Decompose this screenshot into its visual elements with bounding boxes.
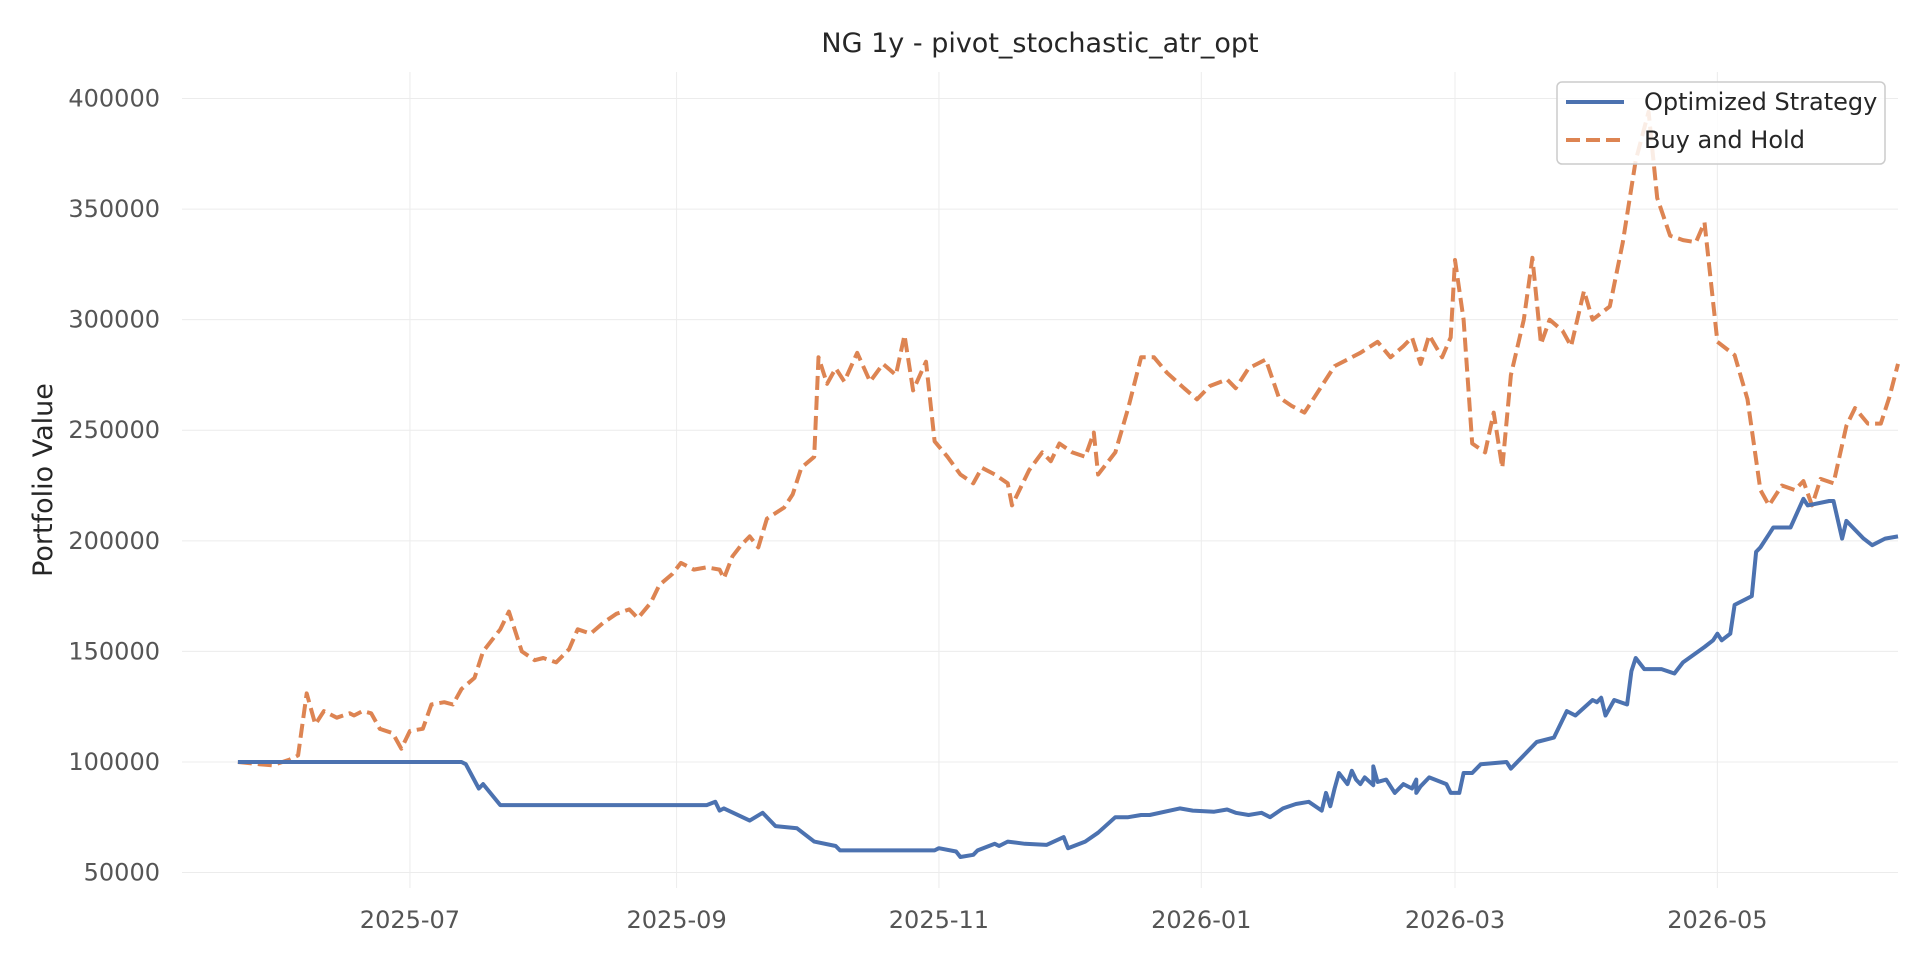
y-tick-label: 400000 [68, 85, 160, 113]
y-tick-label: 250000 [68, 416, 160, 444]
legend-label-optimized-strategy: Optimized Strategy [1644, 88, 1877, 116]
legend-frame [1556, 81, 1886, 165]
x-gridlines [409, 72, 1718, 888]
y-axis-label: Portfolio Value [28, 383, 59, 577]
legend-label-buy-and-hold: Buy and Hold [1644, 126, 1805, 154]
x-tick-label: 2025-09 [626, 906, 726, 934]
x-tick-label: 2025-11 [889, 906, 989, 934]
x-tick-label: 2026-05 [1667, 906, 1767, 934]
y-gridlines [182, 98, 1898, 874]
series-line-optimized-strategy [237, 496, 1899, 859]
y-tick-label: 50000 [84, 859, 160, 887]
x-axis-ticks: 2025-07 2025-09 2025-11 2026-01 2026-03 2026-… [360, 906, 1768, 934]
y-tick-label: 100000 [68, 748, 160, 776]
x-tick-label: 2025-07 [360, 906, 460, 934]
chart-title: NG 1y - pivot_stochastic_atr_opt [821, 28, 1258, 59]
series-layer [237, 109, 1900, 859]
y-tick-label: 150000 [68, 637, 160, 665]
y-tick-label: 350000 [68, 195, 160, 223]
y-tick-label: 300000 [68, 306, 160, 334]
x-tick-label: 2026-03 [1405, 906, 1505, 934]
y-axis-ticks: 50000 100000 150000 200000 250000 300000 35000… [68, 85, 160, 887]
y-tick-label: 200000 [68, 527, 160, 555]
legend: Optimized Strategy Buy and Hold [1556, 81, 1886, 165]
x-tick-label: 2026-01 [1151, 906, 1251, 934]
series-line-buy-and-hold [237, 109, 1900, 768]
